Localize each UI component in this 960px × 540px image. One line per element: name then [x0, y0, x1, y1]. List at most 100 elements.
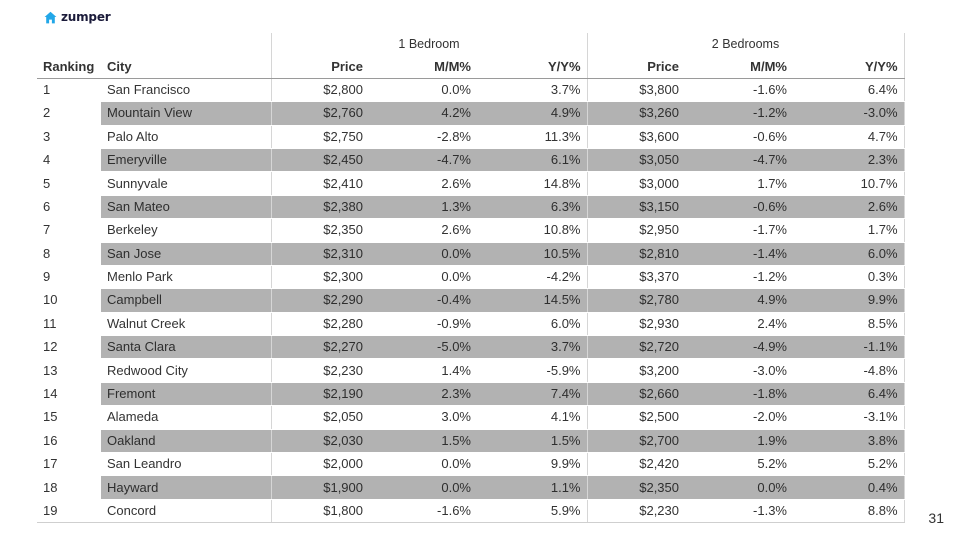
yy-1br-cell: 10.5%: [477, 242, 588, 266]
mm-2br-cell: -1.6%: [685, 78, 793, 103]
rank-cell: 7: [37, 218, 101, 243]
yy-2br-cell: -3.0%: [793, 101, 905, 126]
yy-2br-cell: -1.1%: [793, 335, 905, 360]
mm-2br-cell: -1.3%: [685, 499, 793, 524]
yy-1br-cell: 10.8%: [477, 218, 588, 243]
rank-cell: 3: [37, 125, 101, 149]
yy-2br-cell: 6.4%: [793, 382, 905, 407]
price-1br-cell: $2,050: [271, 405, 369, 430]
city-cell: Campbell: [101, 288, 272, 313]
yy-1br-cell: 7.4%: [477, 382, 588, 407]
price-1br-cell: $1,900: [271, 475, 369, 500]
rank-cell: 5: [37, 171, 101, 196]
city-cell: Mountain View: [101, 101, 272, 126]
rank-cell: 15: [37, 405, 101, 430]
price-2br-cell: $2,230: [587, 499, 685, 524]
price-1br-cell: $1,800: [271, 499, 369, 524]
group-header-row: 1 Bedroom 2 Bedrooms: [37, 33, 905, 56]
yy-1br-cell: -4.2%: [477, 265, 588, 290]
table-body: 1 San Francisco $2,800 0.0% 3.7% $3,800 -1.6% 6…: [37, 78, 905, 524]
mm-1br-cell: 4.2%: [369, 101, 477, 126]
price-2br-cell: $3,260: [587, 101, 685, 126]
table-row: 2 Mountain View $2,760 4.2% 4.9% $3,260 -1.2% -…: [37, 101, 905, 126]
mm-1br-cell: 0.0%: [369, 452, 477, 477]
price-2br-cell: $3,000: [587, 171, 685, 196]
price-2br-cell: $2,660: [587, 382, 685, 407]
yy-1br-cell: 6.1%: [477, 148, 588, 173]
mm-2br-cell: 4.9%: [685, 288, 793, 313]
rank-cell: 14: [37, 382, 101, 407]
col-2br-yy: Y/Y%: [793, 55, 905, 79]
price-1br-cell: $2,800: [271, 78, 369, 103]
table-row: 17 San Leandro $2,000 0.0% 9.9% $2,420 5.2% 5.2…: [37, 452, 905, 477]
yy-1br-cell: 11.3%: [477, 125, 588, 149]
rank-cell: 16: [37, 429, 101, 454]
mm-2br-cell: 5.2%: [685, 452, 793, 477]
yy-1br-cell: 14.8%: [477, 171, 588, 196]
yy-2br-cell: 6.4%: [793, 78, 905, 103]
rank-cell: 18: [37, 475, 101, 500]
yy-1br-cell: 6.3%: [477, 195, 588, 220]
price-1br-cell: $2,310: [271, 242, 369, 266]
rank-cell: 11: [37, 312, 101, 337]
mm-1br-cell: 1.4%: [369, 358, 477, 383]
rank-cell: 2: [37, 101, 101, 126]
city-cell: Santa Clara: [101, 335, 272, 360]
yy-2br-cell: 10.7%: [793, 171, 905, 196]
col-1br-mm: M/M%: [369, 55, 477, 79]
yy-2br-cell: -4.8%: [793, 358, 905, 383]
price-1br-cell: $2,300: [271, 265, 369, 290]
city-cell: Alameda: [101, 405, 272, 430]
price-2br-cell: $3,370: [587, 265, 685, 290]
yy-2br-cell: 0.3%: [793, 265, 905, 290]
yy-1br-cell: 1.5%: [477, 429, 588, 454]
city-cell: Sunnyvale: [101, 171, 272, 196]
city-cell: Concord: [101, 499, 272, 524]
price-1br-cell: $2,000: [271, 452, 369, 477]
price-2br-cell: $3,800: [587, 78, 685, 103]
mm-2br-cell: 1.7%: [685, 171, 793, 196]
rank-cell: 6: [37, 195, 101, 220]
col-city: City: [101, 55, 272, 79]
page-number: 31: [928, 510, 944, 526]
table-row: 12 Santa Clara $2,270 -5.0% 3.7% $2,720 -4.9% -…: [37, 335, 905, 360]
price-1br-cell: $2,230: [271, 358, 369, 383]
yy-2br-cell: 5.2%: [793, 452, 905, 477]
table-row: 14 Fremont $2,190 2.3% 7.4% $2,660 -1.8% 6.4%: [37, 382, 905, 407]
yy-1br-cell: 5.9%: [477, 499, 588, 524]
mm-2br-cell: -4.9%: [685, 335, 793, 360]
column-header-row: Ranking City Price M/M% Y/Y% Price M/M% …: [37, 55, 905, 79]
price-1br-cell: $2,450: [271, 148, 369, 173]
yy-2br-cell: 1.7%: [793, 218, 905, 243]
table-row: 13 Redwood City $2,230 1.4% -5.9% $3,200 -3.0%…: [37, 358, 905, 383]
mm-1br-cell: 0.0%: [369, 475, 477, 500]
col-1br-price: Price: [271, 55, 369, 79]
city-cell: San Leandro: [101, 452, 272, 477]
price-1br-cell: $2,270: [271, 335, 369, 360]
mm-2br-cell: 0.0%: [685, 475, 793, 500]
mm-1br-cell: -0.4%: [369, 288, 477, 313]
yy-2br-cell: 8.8%: [793, 499, 905, 524]
price-2br-cell: $2,930: [587, 312, 685, 337]
city-cell: San Mateo: [101, 195, 272, 220]
yy-2br-cell: -3.1%: [793, 405, 905, 430]
table-row: 4 Emeryville $2,450 -4.7% 6.1% $3,050 -4.7% 2.3…: [37, 148, 905, 173]
yy-2br-cell: 9.9%: [793, 288, 905, 313]
yy-2br-cell: 6.0%: [793, 242, 905, 266]
zumper-logo: zumper: [44, 10, 111, 24]
mm-1br-cell: 1.5%: [369, 429, 477, 454]
table-row: 19 Concord $1,800 -1.6% 5.9% $2,230 -1.3% 8.8%: [37, 499, 905, 524]
rank-cell: 4: [37, 148, 101, 173]
mm-1br-cell: -1.6%: [369, 499, 477, 524]
yy-1br-cell: 4.9%: [477, 101, 588, 126]
price-1br-cell: $2,290: [271, 288, 369, 313]
mm-2br-cell: -0.6%: [685, 125, 793, 149]
yy-2br-cell: 8.5%: [793, 312, 905, 337]
mm-1br-cell: -2.8%: [369, 125, 477, 149]
col-1br-yy: Y/Y%: [477, 55, 588, 79]
mm-2br-cell: -2.0%: [685, 405, 793, 430]
mm-1br-cell: 2.3%: [369, 382, 477, 407]
price-2br-cell: $3,050: [587, 148, 685, 173]
rank-cell: 1: [37, 78, 101, 103]
mm-2br-cell: 2.4%: [685, 312, 793, 337]
